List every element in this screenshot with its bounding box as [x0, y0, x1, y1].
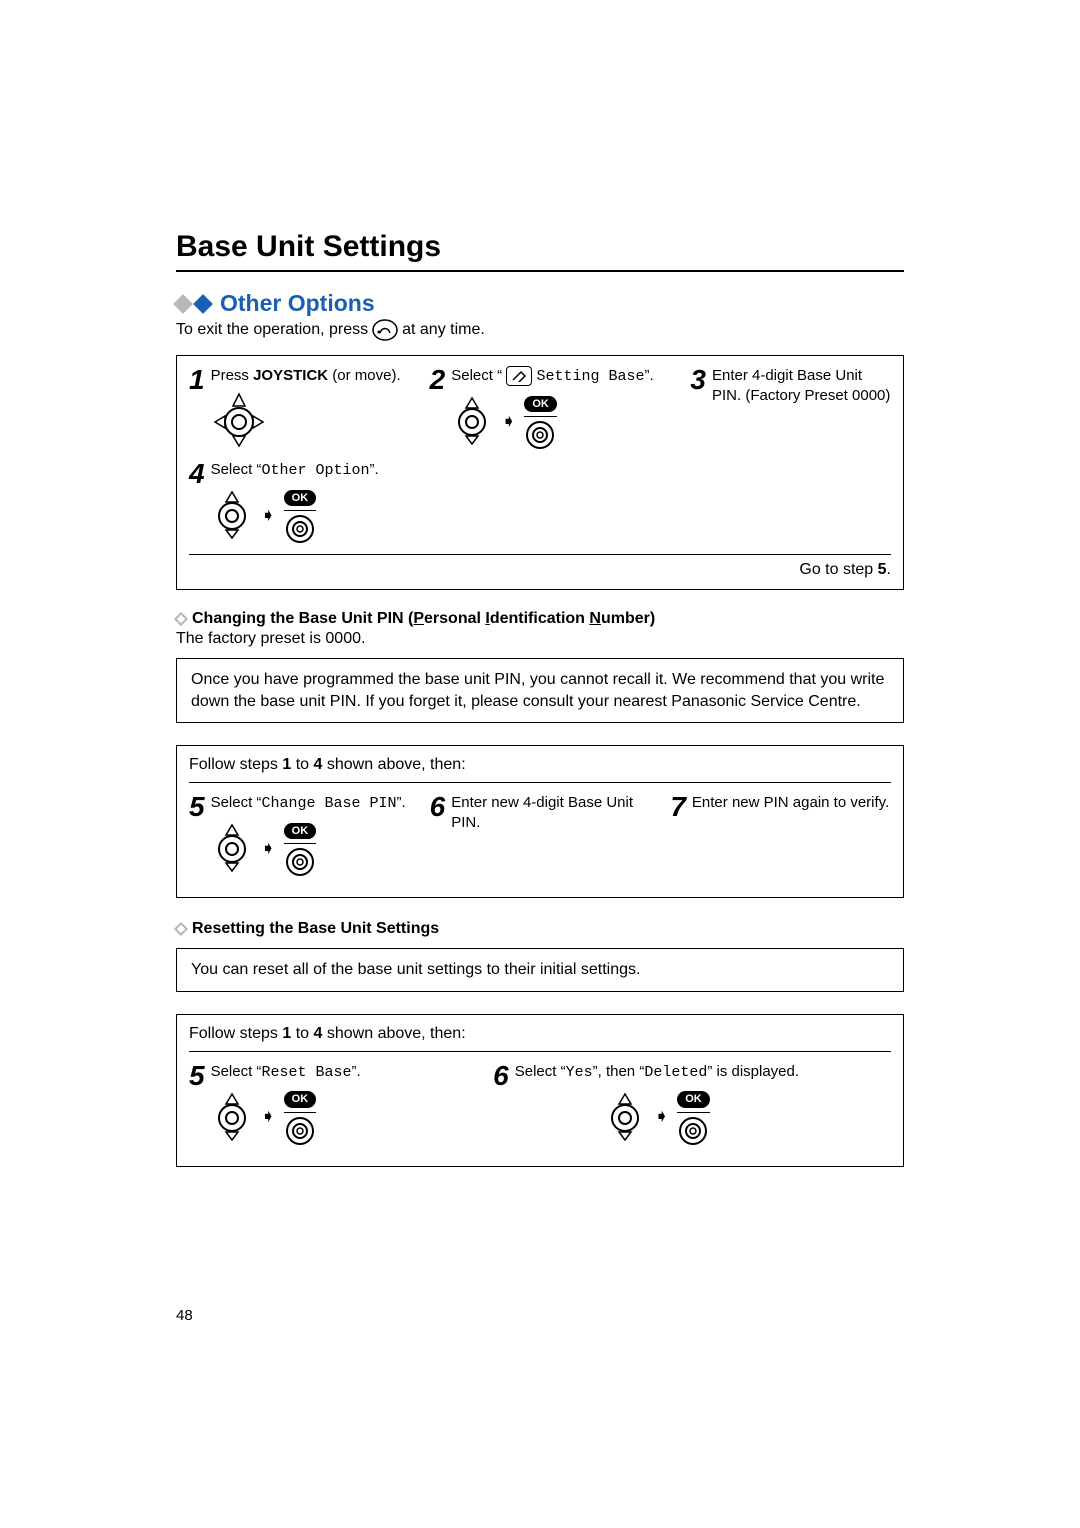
ok-badge: OK: [284, 1091, 317, 1107]
joystick-updown-icon: [604, 1092, 646, 1142]
diamond-icon: [174, 612, 188, 626]
diamond-icon: [174, 922, 188, 936]
page-title: Base Unit Settings: [176, 230, 904, 264]
step-5: 5 Select “Reset Base”. ➧ OK: [189, 1062, 473, 1146]
ok-badge: OK: [284, 823, 317, 839]
step-suffix: ”.: [369, 461, 378, 478]
joystick-updown-icon: [451, 396, 493, 446]
ok-badge: OK: [677, 1091, 710, 1107]
step-number: 1: [189, 366, 205, 450]
step-text: Enter new 4-digit Base Unit PIN.: [451, 793, 650, 877]
step-text: Select “: [515, 1063, 566, 1080]
follow-header: Follow steps 1 to 4 shown above, then:: [189, 1025, 891, 1052]
center-button-icon: [284, 514, 316, 544]
step-text: Enter 4-digit Base Unit PIN. (Factory Pr…: [712, 366, 891, 450]
subsection-title: Resetting the Base Unit Settings: [192, 920, 439, 938]
subsection-title: Changing the Base Unit PIN (Personal Ide…: [192, 610, 655, 628]
ok-badge: OK: [284, 490, 317, 506]
step-7: 7 Enter new PIN again to verify.: [670, 793, 891, 877]
joystick-4way-icon: [211, 392, 267, 448]
arrow-icon: ➧: [261, 837, 276, 860]
diamond-icon: [193, 294, 213, 314]
step-tail: (or move).: [328, 367, 401, 384]
step-text: Select “: [211, 794, 262, 811]
step-number: 2: [430, 366, 446, 450]
info-box-reset: You can reset all of the base unit setti…: [176, 948, 904, 992]
section-title: Other Options: [220, 290, 375, 317]
step-6: 6 Select “Yes”, then “Deleted” is displa…: [493, 1062, 891, 1146]
step-mono: Yes: [566, 1064, 593, 1081]
step-2: 2 Select “ Setting Base”. ➧ OK: [430, 366, 671, 450]
factory-note: The factory preset is 0000.: [176, 630, 904, 648]
step-number: 5: [189, 793, 205, 877]
follow-steps-pin: Follow steps 1 to 4 shown above, then: 5…: [176, 745, 904, 898]
step-mono: Other Option: [261, 462, 369, 479]
ok-badge: OK: [524, 396, 557, 412]
center-button-icon: [284, 847, 316, 877]
step-text: Press: [211, 367, 254, 384]
go-to-step: Go to step 5.: [189, 561, 891, 579]
center-button-icon: [524, 420, 556, 450]
step-mono: Deleted: [644, 1064, 707, 1081]
step-3: 3 Enter 4-digit Base Unit PIN. (Factory …: [690, 366, 891, 450]
center-button-icon: [677, 1116, 709, 1146]
joystick-updown-icon: [211, 1092, 253, 1142]
exit-note-tail: at any time.: [402, 321, 485, 339]
step-number: 7: [670, 793, 686, 877]
joystick-updown-icon: [211, 823, 253, 873]
step-mono: Change Base PIN: [261, 795, 396, 812]
joystick-updown-icon: [211, 490, 253, 540]
tool-icon: [506, 366, 532, 386]
exit-note-text: To exit the operation, press: [176, 321, 368, 339]
step-bold: JOYSTICK: [253, 367, 328, 384]
title-rule: [176, 270, 904, 272]
step-number: 6: [430, 793, 446, 877]
page-number: 48: [176, 1307, 904, 1324]
step-1: 1 Press JOYSTICK (or move).: [189, 366, 410, 450]
step-mid: ”, then “: [593, 1063, 645, 1080]
info-box-pin: Once you have programmed the base unit P…: [176, 658, 904, 723]
steps-box-main: 1 Press JOYSTICK (or move). 2: [176, 355, 904, 590]
step-4: 4 Select “Other Option”. ➧ OK: [189, 460, 891, 544]
arrow-icon: ➧: [261, 1105, 276, 1128]
step-number: 3: [690, 366, 706, 450]
arrow-icon: ➧: [501, 410, 516, 433]
step-suffix: ”.: [396, 794, 405, 811]
arrow-icon: ➧: [654, 1105, 669, 1128]
arrow-icon: ➧: [261, 504, 276, 527]
exit-note: To exit the operation, press at any time…: [176, 319, 904, 341]
step-mono: Reset Base: [261, 1064, 351, 1081]
section-header: Other Options: [176, 290, 904, 317]
step-6: 6 Enter new 4-digit Base Unit PIN.: [430, 793, 651, 877]
diamond-icon: [173, 294, 193, 314]
step-tail: ” is displayed.: [707, 1063, 799, 1080]
step-text: Select “: [211, 461, 262, 478]
step-text: Select “: [451, 367, 502, 384]
subsection-reset: Resetting the Base Unit Settings: [176, 920, 904, 938]
follow-header: Follow steps 1 to 4 shown above, then:: [189, 756, 891, 783]
step-number: 5: [189, 1062, 205, 1146]
step-text: Enter new PIN again to verify.: [692, 793, 889, 877]
step-mono: Setting Base: [536, 368, 644, 385]
step-5: 5 Select “Change Base PIN”. ➧ OK: [189, 793, 410, 877]
subsection-change-pin: Changing the Base Unit PIN (Personal Ide…: [176, 610, 904, 628]
follow-steps-reset: Follow steps 1 to 4 shown above, then: 5…: [176, 1014, 904, 1167]
center-button-icon: [284, 1116, 316, 1146]
step-number: 6: [493, 1062, 509, 1146]
step-suffix: ”.: [644, 367, 653, 384]
step-suffix: ”.: [351, 1063, 360, 1080]
cancel-icon: [372, 319, 398, 341]
step-number: 4: [189, 460, 205, 544]
step-text: Select “: [211, 1063, 262, 1080]
